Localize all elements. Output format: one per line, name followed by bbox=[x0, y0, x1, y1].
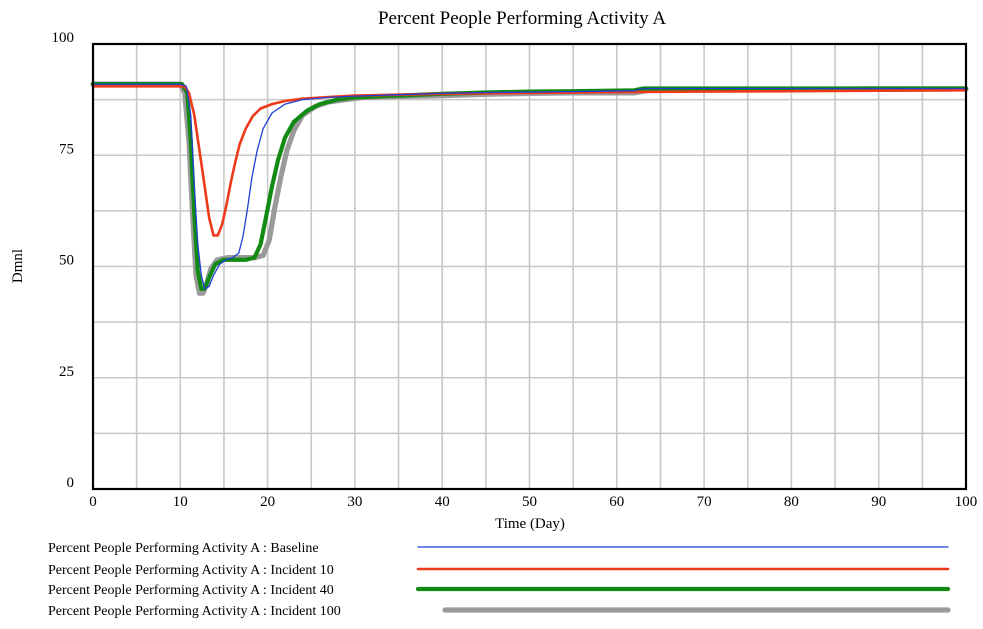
grid-layer bbox=[93, 44, 966, 489]
legend-label-4: Percent People Performing Activity A : I… bbox=[48, 604, 341, 619]
plot-frame bbox=[91, 42, 968, 491]
legend-label-2: Percent People Performing Activity A : I… bbox=[48, 563, 334, 578]
chart-title: Percent People Performing Activity A bbox=[378, 8, 666, 29]
y-tick-label: 25 bbox=[59, 364, 74, 380]
x-tick-label: 40 bbox=[435, 494, 450, 510]
y-tick-label: 75 bbox=[59, 141, 74, 157]
legend: Percent People Performing Activity A : B… bbox=[48, 541, 951, 619]
legend-label-3: Percent People Performing Activity A : I… bbox=[48, 583, 334, 598]
y-tick-label: 50 bbox=[59, 253, 74, 269]
y-tick-labels: 0 25 50 75 100 bbox=[52, 30, 75, 491]
x-tick-label: 0 bbox=[89, 494, 97, 510]
series-line-2 bbox=[91, 85, 968, 237]
x-tick-label: 80 bbox=[784, 494, 799, 510]
x-axis-label: Time (Day) bbox=[495, 516, 565, 532]
y-tick-label: 100 bbox=[52, 30, 75, 46]
x-tick-label: 90 bbox=[871, 494, 886, 510]
series-layer bbox=[90, 81, 969, 296]
legend-label-1: Percent People Performing Activity A : B… bbox=[48, 541, 319, 556]
x-tick-label: 70 bbox=[697, 494, 712, 510]
x-tick-labels: 0 10 20 30 40 50 60 70 80 90 100 bbox=[89, 494, 977, 510]
x-tick-label: 50 bbox=[522, 494, 537, 510]
y-axis-label: Dmnl bbox=[10, 249, 26, 283]
x-tick-label: 30 bbox=[347, 494, 362, 510]
y-tick-label: 0 bbox=[67, 475, 75, 491]
x-tick-label: 20 bbox=[260, 494, 275, 510]
x-tick-label: 60 bbox=[609, 494, 624, 510]
x-tick-label: 10 bbox=[173, 494, 188, 510]
x-tick-label: 100 bbox=[955, 494, 978, 510]
series-line-1 bbox=[92, 83, 967, 290]
